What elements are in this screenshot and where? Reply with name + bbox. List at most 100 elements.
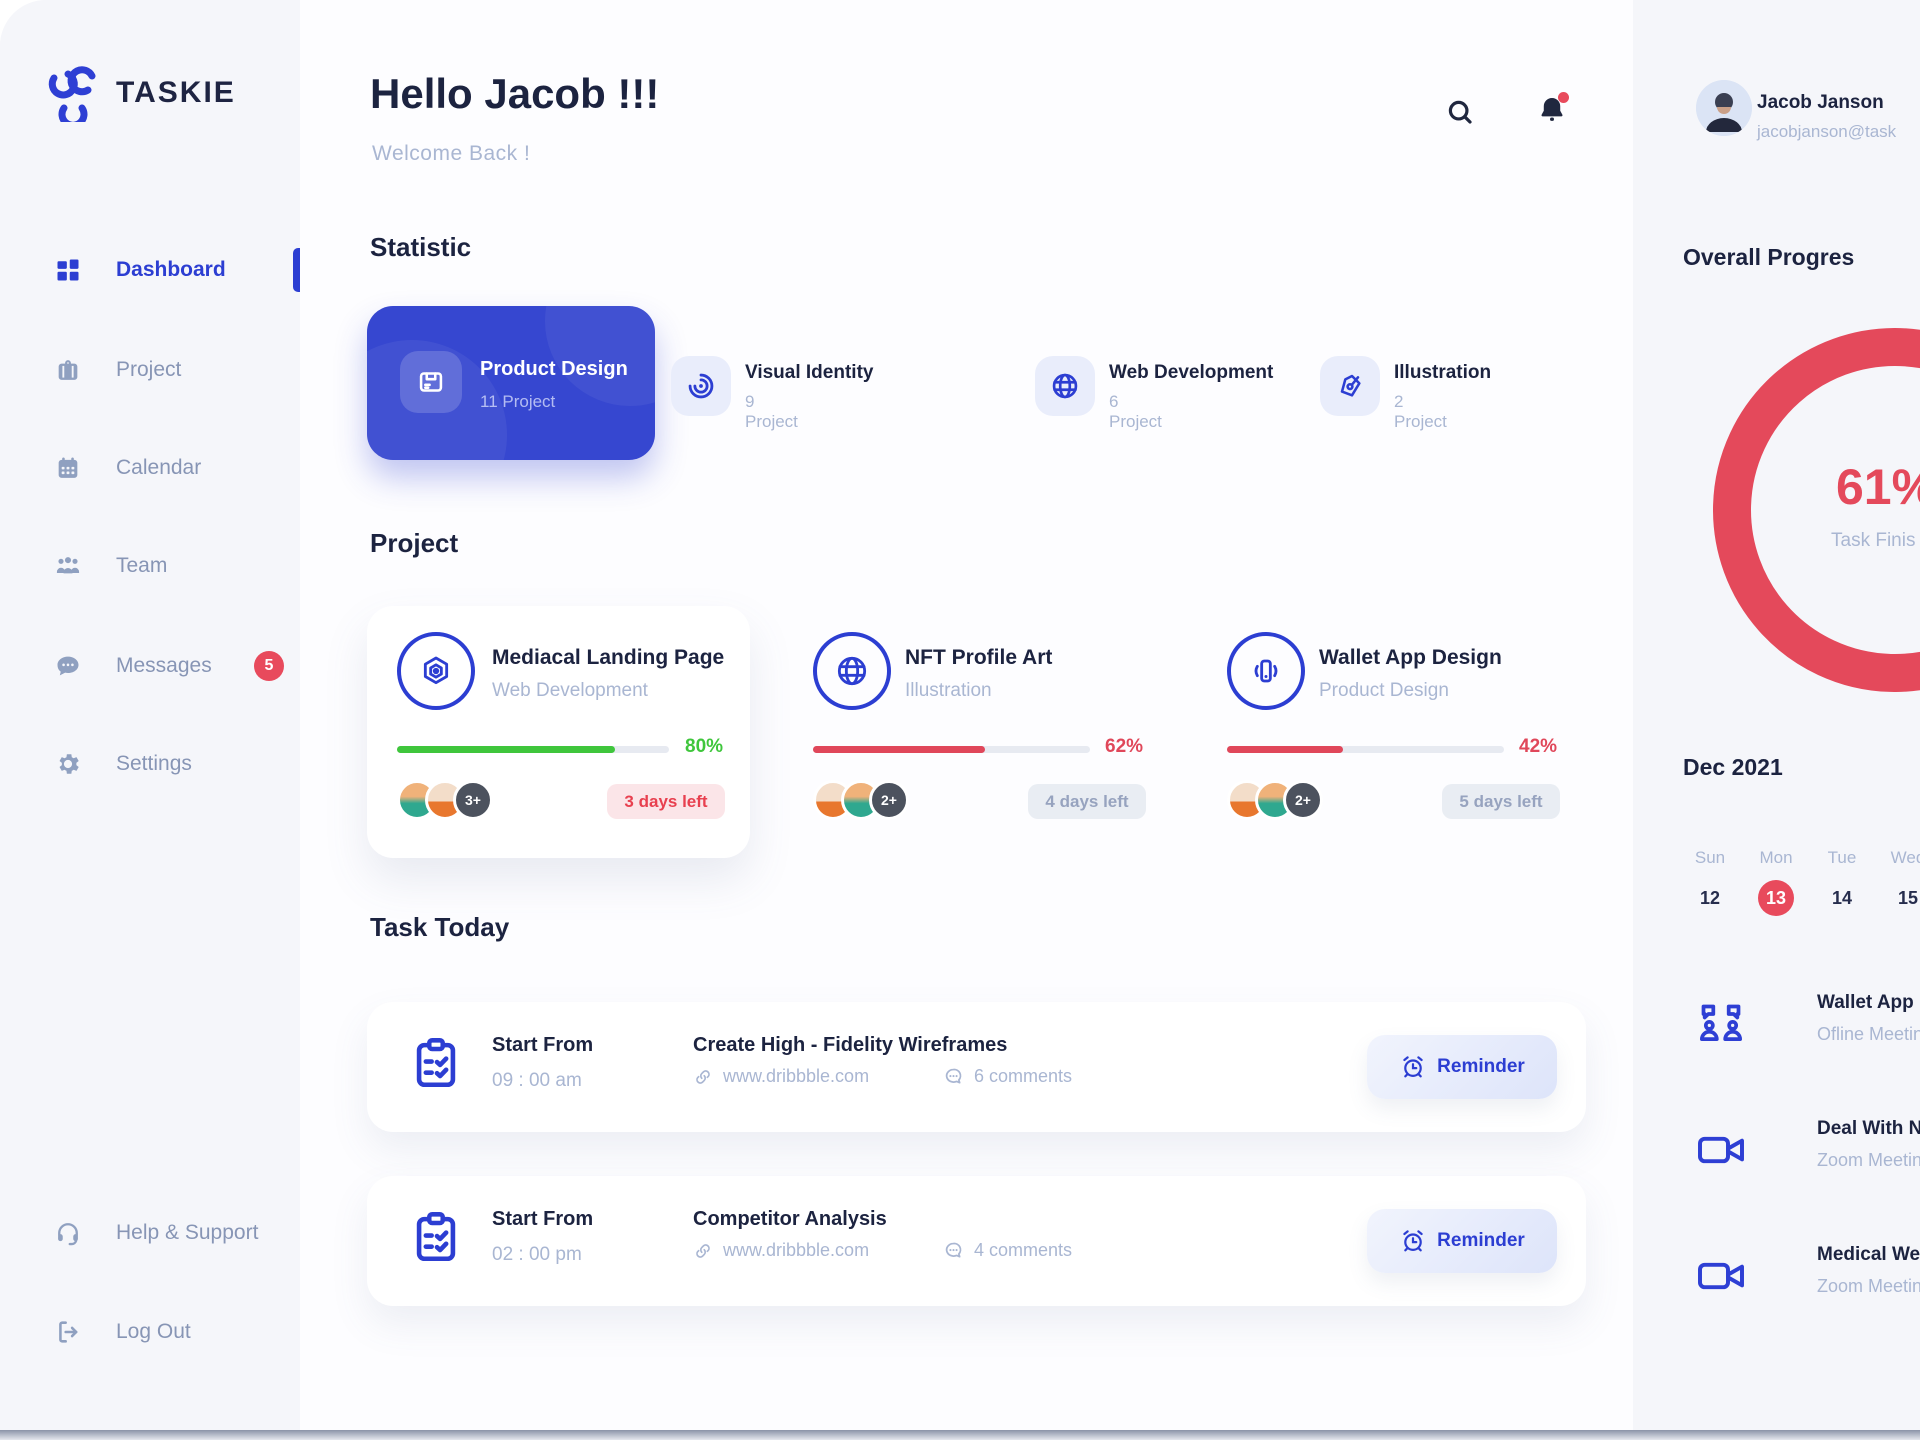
dashboard-icon — [52, 254, 84, 286]
team-icon — [52, 550, 84, 582]
project-card-nft-profile-art[interactable]: NFT Profile Art Illustration 62% 2+ 4 da… — [780, 606, 1163, 858]
task-comments-text: 6 comments — [974, 1066, 1073, 1086]
reminder-button[interactable]: Reminder — [1367, 1209, 1557, 1273]
sidebar-item-team[interactable]: Team — [0, 538, 300, 594]
stat-card-product-design[interactable]: Product Design 11 Project — [367, 306, 655, 460]
stat-count: 2 Project — [1394, 392, 1447, 431]
calendar-date-selected[interactable]: 13 — [1743, 878, 1809, 918]
calendar-date[interactable]: 12 — [1677, 878, 1743, 918]
stat-count: 9 Project — [745, 392, 798, 431]
alarm-icon — [1399, 1053, 1427, 1081]
progress-fill — [1227, 746, 1344, 753]
donut-arc — [1713, 328, 1920, 692]
video-camera-icon — [1693, 1248, 1749, 1304]
task-link[interactable]: www.dribbble.com — [693, 1240, 869, 1261]
right-panel: Jacob Janson jacobjanson@task Overall Pr… — [1633, 0, 1920, 1432]
video-camera-icon — [1693, 1122, 1749, 1178]
progress-track — [813, 746, 1090, 753]
globe-icon — [813, 632, 891, 710]
sidebar-item-label: Project — [116, 358, 182, 381]
avatar-overflow-badge: 2+ — [869, 780, 909, 820]
project-card-mediacal-landing[interactable]: Mediacal Landing Page Web Development 80… — [367, 606, 750, 858]
main-content: Hello Jacob !!! Welcome Back ! — [300, 0, 1633, 1432]
sidebar-item-calendar[interactable]: Calendar — [0, 440, 300, 496]
link-icon — [693, 1067, 713, 1087]
profile-name: Jacob Janson — [1757, 92, 1884, 113]
days-left-badge: 4 days left — [1028, 784, 1146, 819]
calendar-month: Dec 2021 — [1683, 754, 1783, 780]
bell-icon — [1535, 93, 1569, 127]
messages-icon — [52, 650, 84, 682]
messages-badge: 5 — [254, 651, 284, 681]
progress-percent: 80% — [685, 736, 724, 757]
overall-percent: 61% — [1836, 459, 1920, 515]
project-title: Mediacal Landing Page — [492, 646, 725, 669]
progress-track — [397, 746, 669, 753]
task-link-text: www.dribbble.com — [723, 1240, 870, 1260]
task-row-wireframes[interactable]: Start From 09 : 00 am Create High - Fide… — [367, 1002, 1586, 1132]
notification-dot — [1558, 92, 1569, 103]
briefcase-icon — [52, 354, 84, 386]
calendar-date[interactable]: 14 — [1809, 878, 1875, 918]
sidebar: TASKIE Dashboard — [0, 0, 300, 1432]
sidebar-item-messages[interactable]: Messages 5 — [0, 638, 300, 694]
pen-nib-icon — [1320, 356, 1380, 416]
task-row-competitor-analysis[interactable]: Start From 02 : 00 pm Competitor Analysi… — [367, 1176, 1586, 1306]
date-label: 13 — [1758, 880, 1794, 916]
task-comments[interactable]: 6 comments — [943, 1066, 1072, 1087]
calendar-day-headers: Sun Mon Tue Wed — [1677, 838, 1920, 878]
meeting-item-wallet-app[interactable]: Wallet App Mee Ofline Meeting — [1693, 990, 1920, 1060]
search-button[interactable] — [1440, 92, 1480, 132]
project-category: Product Design — [1319, 680, 1449, 701]
stat-title: Visual Identity — [745, 362, 874, 383]
project-category: Web Development — [492, 680, 648, 701]
reminder-button[interactable]: Reminder — [1367, 1035, 1557, 1099]
task-comments[interactable]: 4 comments — [943, 1240, 1072, 1261]
task-time: 09 : 00 am — [492, 1070, 582, 1091]
sheet-bottom-edge — [0, 1430, 1920, 1440]
days-left-badge: 5 days left — [1442, 784, 1560, 819]
stat-count: 6 Project — [1109, 392, 1162, 431]
webhook-icon — [397, 632, 475, 710]
headset-icon — [52, 1217, 84, 1249]
date-label: 15 — [1897, 887, 1919, 908]
task-time: 02 : 00 pm — [492, 1244, 582, 1265]
meeting-type: Zoom Meeting — [1817, 1276, 1920, 1296]
sidebar-item-help-support[interactable]: Help & Support — [0, 1205, 300, 1261]
sidebar-item-label: Calendar — [116, 456, 202, 479]
task-link[interactable]: www.dribbble.com — [693, 1066, 869, 1087]
overall-progress-title: Overall Progres — [1683, 244, 1855, 270]
sidebar-item-settings[interactable]: Settings — [0, 736, 300, 792]
decor-blob — [545, 306, 655, 406]
sidebar-item-project[interactable]: Project — [0, 342, 300, 398]
sidebar-item-dashboard[interactable]: Dashboard — [0, 242, 300, 298]
page-title: Hello Jacob !!! — [370, 70, 660, 117]
date-label: 12 — [1699, 887, 1721, 908]
avatar-overflow-badge: 2+ — [1283, 780, 1323, 820]
day-header: Sun — [1694, 848, 1726, 867]
meeting-type: Ofline Meeting — [1817, 1024, 1920, 1044]
sidebar-item-logout[interactable]: Log Out — [0, 1304, 300, 1360]
sidebar-item-label: Dashboard — [116, 258, 226, 281]
avatar[interactable] — [1696, 80, 1752, 136]
progress-track — [1227, 746, 1504, 753]
link-icon — [693, 1241, 713, 1261]
active-indicator — [293, 248, 300, 292]
sidebar-item-label: Settings — [116, 752, 192, 775]
overall-progress-donut — [1713, 328, 1920, 692]
alarm-icon — [1399, 1227, 1427, 1255]
statistic-section-title: Statistic — [370, 232, 472, 262]
calendar-dates: 12 13 14 15 — [1677, 878, 1920, 918]
reminder-label: Reminder — [1437, 1230, 1525, 1251]
meeting-item-medical-web[interactable]: Medical Web M Zoom Meeting — [1693, 1242, 1920, 1312]
notifications-button[interactable] — [1532, 90, 1572, 130]
calendar-date[interactable]: 15 — [1875, 878, 1920, 918]
task-title: Competitor Analysis — [693, 1208, 887, 1230]
project-card-wallet-app-design[interactable]: Wallet App Design Product Design 42% 2+ … — [1194, 606, 1577, 858]
overall-caption: Task Finis — [1831, 530, 1916, 551]
task-title: Create High - Fidelity Wireframes — [693, 1034, 1008, 1056]
meeting-item-deal-with-new[interactable]: Deal With New Zoom Meeting — [1693, 1116, 1920, 1186]
project-title: Wallet App Design — [1319, 646, 1502, 669]
progress-percent: 62% — [1105, 736, 1144, 757]
